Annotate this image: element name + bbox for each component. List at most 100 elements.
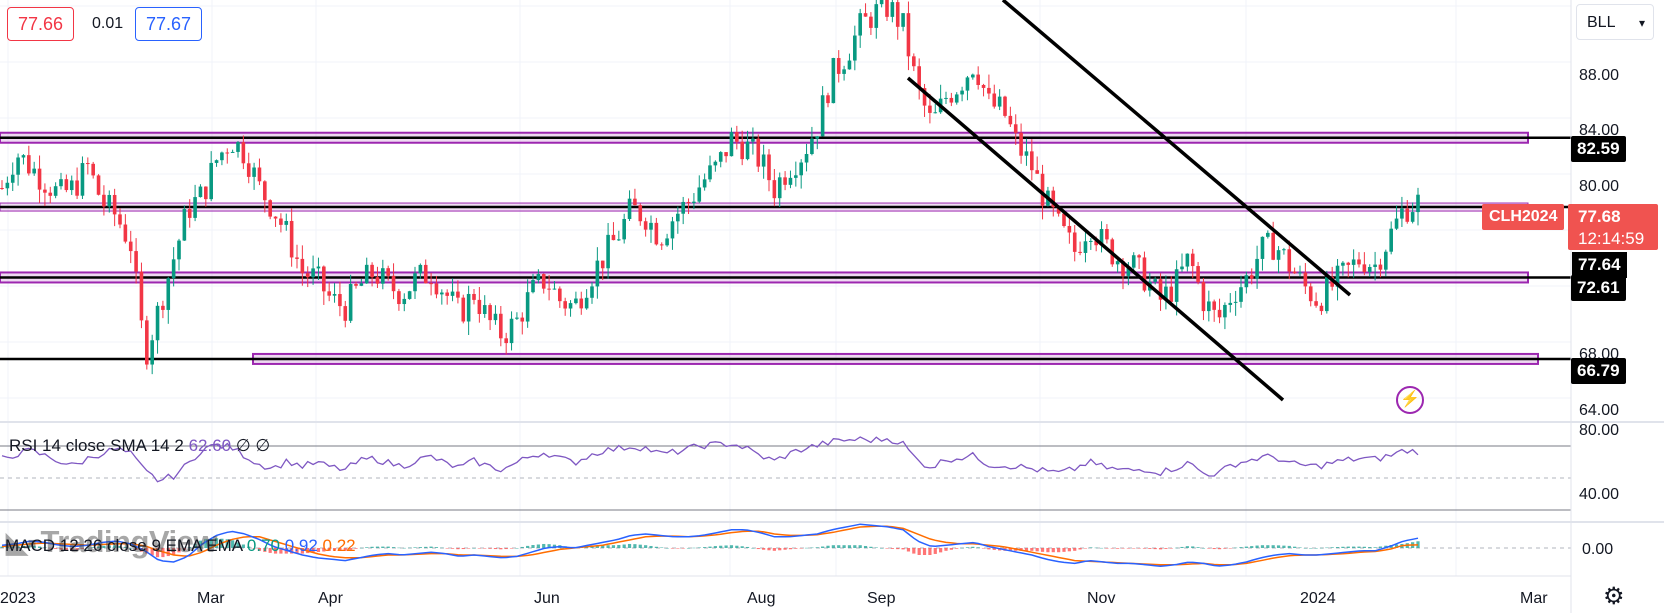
lightning-alert-icon[interactable]: ⚡ xyxy=(1396,386,1424,414)
macd-histogram-bar xyxy=(64,548,68,550)
level-tag-support-1[interactable]: 72.61 xyxy=(1571,275,1626,301)
candle-body xyxy=(665,238,669,246)
candle-body xyxy=(1228,302,1233,305)
bid-price-box[interactable]: 77.66 xyxy=(7,7,75,41)
macd-histogram-bar xyxy=(123,546,127,548)
macd-line xyxy=(1,523,1419,567)
macd-histogram-bar xyxy=(536,544,540,548)
candle-body xyxy=(954,94,959,103)
candle-body xyxy=(161,305,165,310)
current-price-tag: 77.68 12:14:59 xyxy=(1568,204,1658,250)
macd-histogram-bar xyxy=(1035,548,1039,552)
candle-body xyxy=(1362,264,1367,273)
candle-body xyxy=(708,165,712,180)
time-label-2023: 2023 xyxy=(0,590,36,607)
macd-histogram-bar xyxy=(1040,548,1045,552)
macd-histogram-bar xyxy=(134,548,138,550)
macd-histogram-bar xyxy=(1078,548,1082,550)
macd-histogram-bar xyxy=(1212,548,1216,550)
macd-histogram-bar xyxy=(236,542,240,548)
candle-body xyxy=(686,201,691,204)
macd-histogram-bar xyxy=(1169,548,1173,549)
macd-histogram-bar xyxy=(349,548,353,550)
candle-body xyxy=(499,313,503,339)
horizontal-levels[interactable] xyxy=(0,131,1571,365)
rsi-legend[interactable]: RSI 14 close SMA 14 2 62.60 ∅ ∅ xyxy=(9,436,270,456)
macd-histogram-bar xyxy=(794,548,798,549)
macd-histogram-bar xyxy=(450,548,455,549)
macd-histogram-bar xyxy=(1314,548,1318,549)
macd-histogram-bar xyxy=(595,545,599,548)
macd-histogram-bar xyxy=(75,548,79,550)
macd-histogram-bar xyxy=(526,545,530,548)
candle-body xyxy=(509,318,514,344)
candle-body xyxy=(150,340,154,365)
ask-price-box[interactable]: 77.67 xyxy=(135,7,203,41)
candle-body xyxy=(536,274,541,281)
macd-histogram-bar xyxy=(21,545,26,548)
macd-legend[interactable]: MACD 12 26 close 9 EMA EMA 0.70 0.92 0.2… xyxy=(5,536,356,556)
candle-body xyxy=(1292,271,1297,274)
macd-histogram-bar xyxy=(869,546,873,548)
candle-body xyxy=(885,0,889,17)
candle-body xyxy=(220,152,224,161)
macd-histogram-bar xyxy=(316,548,321,553)
macd-histogram-bar xyxy=(11,546,15,548)
macd-histogram-bar xyxy=(826,545,830,548)
macd-histogram-bar xyxy=(804,547,809,549)
macd-histogram-bar xyxy=(531,545,535,548)
candle-body xyxy=(338,294,342,307)
level-tag-resistance[interactable]: 82.59 xyxy=(1571,136,1626,162)
macd-histogram-bar xyxy=(638,544,642,548)
macd-histogram-bar xyxy=(1335,547,1340,548)
candle-body xyxy=(16,157,20,175)
macd-histogram-bar xyxy=(499,548,503,550)
candle-body xyxy=(1158,279,1163,300)
channel-upper-line xyxy=(1001,0,1352,297)
macd-histogram-bar xyxy=(890,548,894,549)
gear-icon[interactable]: ⚙ xyxy=(1603,583,1625,610)
candle-body xyxy=(815,136,820,139)
symbol-select-label: BLL xyxy=(1587,14,1616,31)
macd-histogram-bar xyxy=(32,545,36,548)
macd-histogram-bar xyxy=(279,548,283,554)
candle-body xyxy=(1040,173,1045,206)
macd-histogram-bar xyxy=(590,546,594,548)
macd-histogram-bar xyxy=(456,548,460,550)
time-label-sep: Sep xyxy=(867,590,896,607)
trend-channel[interactable] xyxy=(906,0,1352,402)
macd-histogram-bar xyxy=(831,545,835,548)
macd-histogram-bar xyxy=(547,544,551,548)
macd-histogram-bar xyxy=(729,545,734,548)
candle-body xyxy=(992,93,997,107)
candle-body xyxy=(64,179,69,191)
level-tag-support-2[interactable]: 66.79 xyxy=(1571,358,1626,384)
candle-body xyxy=(177,240,181,260)
candle-body xyxy=(284,220,289,225)
macd-histogram-bar xyxy=(1217,548,1222,550)
macd-histogram-bar xyxy=(815,547,819,548)
candle-body xyxy=(515,317,519,319)
macd-histogram-bar xyxy=(1105,548,1109,549)
macd-histogram-bar xyxy=(300,548,304,554)
candle-body xyxy=(611,234,616,241)
candle-body xyxy=(1394,218,1399,229)
macd-histogram-bar xyxy=(96,546,101,548)
macd-histogram-bar xyxy=(783,548,787,550)
candle-body xyxy=(273,216,278,219)
candle-body xyxy=(1099,229,1104,246)
candle-body xyxy=(692,201,696,204)
macd-histogram-bar xyxy=(150,548,154,556)
candle-body xyxy=(1196,266,1200,283)
macd-histogram-bar xyxy=(1046,548,1050,553)
candle-body xyxy=(1260,236,1265,259)
candle-body xyxy=(1185,253,1190,267)
macd-histogram-bar xyxy=(381,546,385,548)
macd-histogram-bar xyxy=(80,548,85,549)
symbol-select[interactable]: BLL ▾ xyxy=(1576,4,1654,40)
macd-histogram-bar xyxy=(327,548,331,551)
candle-body xyxy=(874,4,879,28)
macd-histogram-bar xyxy=(1137,548,1141,549)
macd-histogram-bar xyxy=(177,548,181,553)
